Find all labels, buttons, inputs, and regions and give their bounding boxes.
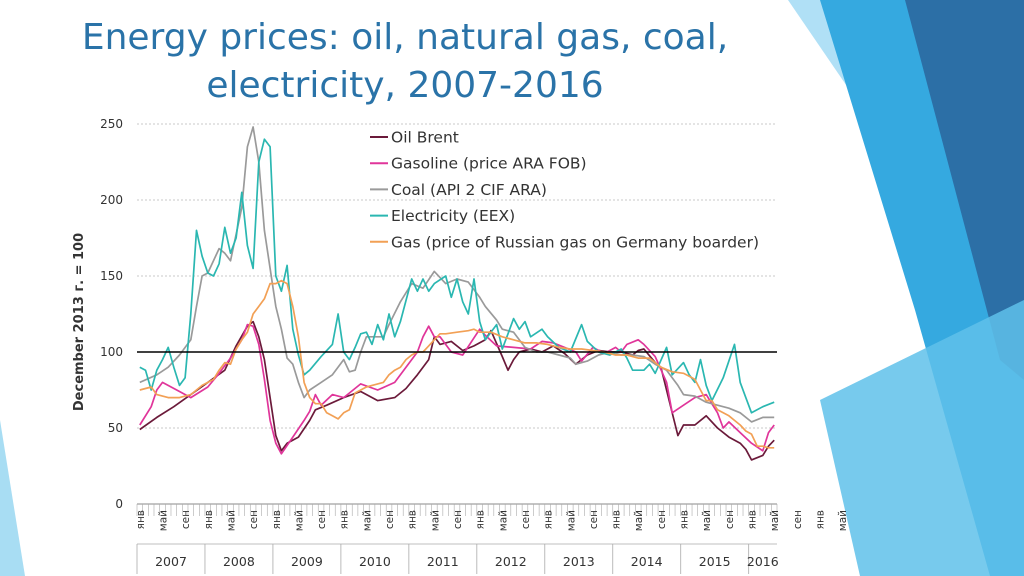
- deco-shape-dark: [905, 0, 1024, 380]
- x-month-label: май: [769, 510, 781, 531]
- series-line-4: [139, 138, 775, 414]
- x-month-label: май: [633, 510, 645, 531]
- x-month-label: янв: [475, 510, 487, 529]
- title-line-2: electricity, 2007-2016: [206, 65, 604, 106]
- slide-title: Energy prices: oil, natural gas, coal, e…: [60, 14, 750, 110]
- x-month-label: сен: [588, 510, 600, 529]
- y-tick-label-200: 200: [100, 193, 123, 207]
- x-year-label-2013: 2013: [563, 554, 595, 569]
- x-year-label-2015: 2015: [699, 554, 731, 569]
- y-tick-label-250: 250: [100, 117, 123, 131]
- x-year-label-2010: 2010: [359, 554, 391, 569]
- deco-shape-light-bottom: [820, 300, 1024, 576]
- deco-shape-left-light: [0, 420, 25, 576]
- x-year-label-2011: 2011: [427, 554, 459, 569]
- y-tick-label-100: 100: [100, 345, 123, 359]
- x-month-label: май: [158, 510, 170, 531]
- x-month-label: май: [293, 510, 305, 531]
- legend-label-5: Gas (price of Russian gas on Germany boa…: [391, 233, 759, 251]
- x-year-label-2012: 2012: [495, 554, 527, 569]
- x-month-label: май: [701, 510, 713, 531]
- x-month-label: янв: [339, 510, 351, 529]
- x-month-label: янв: [543, 510, 555, 529]
- y-tick-label-0: 0: [115, 497, 123, 511]
- x-month-label: сен: [792, 510, 804, 529]
- x-year-label-2016: 2016: [747, 554, 779, 569]
- x-month-label: май: [837, 510, 849, 531]
- x-month-label: сен: [656, 510, 668, 529]
- x-month-label: янв: [679, 510, 691, 529]
- x-month-label: май: [497, 510, 509, 531]
- x-year-label-2008: 2008: [223, 554, 255, 569]
- series-line-5: [139, 279, 775, 449]
- x-month-label: янв: [203, 510, 215, 529]
- y-tick-label-50: 50: [108, 421, 123, 435]
- x-month-label: янв: [407, 510, 419, 529]
- legend-label-1: Oil Brent: [391, 129, 459, 147]
- x-year-label-2009: 2009: [291, 554, 323, 569]
- legend-label-3: Coal (API 2 CIF ARA): [391, 181, 547, 199]
- x-month-label: янв: [815, 510, 827, 529]
- x-month-label: май: [429, 510, 441, 531]
- x-month-label: сен: [248, 510, 260, 529]
- x-month-label: сен: [724, 510, 736, 529]
- y-axis-ticks: 0 50 100 150 200 250: [100, 117, 123, 511]
- x-month-label: сен: [384, 510, 396, 529]
- x-month-label: янв: [611, 510, 623, 529]
- title-line-1: Energy prices: oil, natural gas, coal,: [81, 17, 729, 58]
- x-month-label: сен: [520, 510, 532, 529]
- chart-series: [139, 126, 775, 461]
- x-axis: янв май сен янв май сен янв май сен янв май сен янв м…: [135, 503, 849, 574]
- x-month-label: май: [361, 510, 373, 531]
- x-month-label: сен: [316, 510, 328, 529]
- series-line-3: [139, 126, 775, 423]
- x-month-label: сен: [180, 510, 192, 529]
- x-month-label: янв: [271, 510, 283, 529]
- y-axis-title: December 2013 г. = 100: [72, 233, 87, 411]
- x-year-label-2007: 2007: [155, 554, 187, 569]
- x-month-label: янв: [135, 510, 147, 529]
- x-month-label: май: [226, 510, 238, 531]
- legend-label-4: Electricity (EEX): [391, 207, 515, 225]
- chart-legend: Oil Brent Gasoline (price ARA FOB) Coal (A…: [370, 129, 759, 251]
- series-line-2: [139, 323, 775, 455]
- y-tick-label-150: 150: [100, 269, 123, 283]
- x-month-label: янв: [747, 510, 759, 529]
- x-year-label-2014: 2014: [631, 554, 663, 569]
- x-month-label: май: [565, 510, 577, 531]
- x-month-label: сен: [452, 510, 464, 529]
- series-line-1: [139, 320, 775, 461]
- legend-label-2: Gasoline (price ARA FOB): [391, 155, 587, 173]
